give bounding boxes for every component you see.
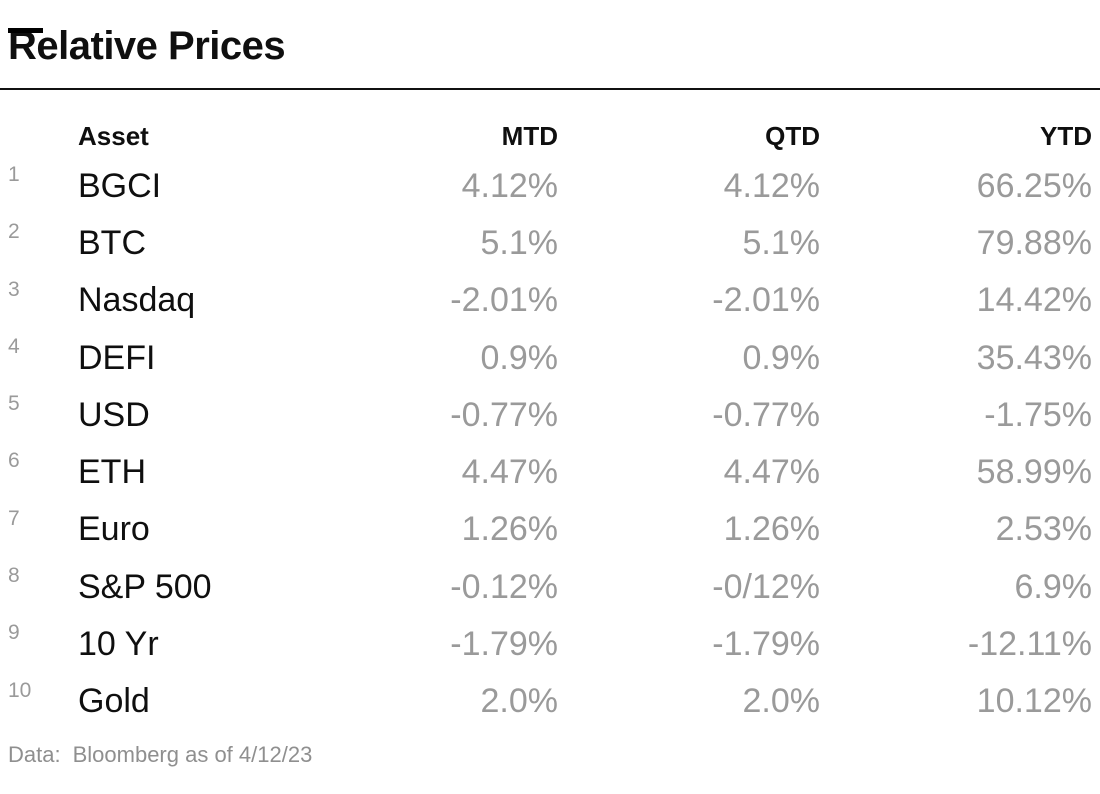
asset-name: Gold bbox=[78, 682, 150, 721]
row-rank: 7 bbox=[8, 506, 20, 530]
ytd-value: 35.43% bbox=[976, 338, 1092, 377]
qtd-value: 1.26% bbox=[723, 510, 820, 549]
row-rank: 3 bbox=[8, 277, 20, 301]
asset-name: 10 Yr bbox=[78, 625, 159, 664]
asset-name: USD bbox=[78, 395, 150, 434]
table-row: 9 10 Yr -1.79% -1.79% -12.11% bbox=[0, 615, 1100, 672]
row-rank: 4 bbox=[8, 334, 20, 358]
source-text: Bloomberg as of 4/12/23 bbox=[72, 741, 313, 767]
relative-prices-card: Relative Prices Asset MTD QTD YTD 1 BGCI… bbox=[0, 26, 1100, 794]
qtd-value: 2.0% bbox=[742, 682, 821, 721]
title-divider bbox=[0, 88, 1100, 90]
ytd-value: 6.9% bbox=[1014, 567, 1093, 606]
ytd-value: -1.75% bbox=[984, 395, 1092, 434]
qtd-value: -0/12% bbox=[712, 567, 820, 606]
table-header-row: Asset MTD QTD YTD bbox=[0, 90, 1100, 157]
table-row: 2 BTC 5.1% 5.1% 79.88% bbox=[0, 214, 1100, 271]
source-label: Data: bbox=[8, 741, 61, 767]
ytd-value: 79.88% bbox=[976, 223, 1092, 262]
table-row: 6 ETH 4.47% 4.47% 58.99% bbox=[0, 443, 1100, 500]
qtd-value: -2.01% bbox=[712, 281, 820, 320]
row-rank: 5 bbox=[8, 392, 20, 416]
brand-dash-mark bbox=[8, 28, 43, 33]
ytd-value: 14.42% bbox=[976, 281, 1092, 320]
asset-name: BTC bbox=[78, 223, 146, 262]
qtd-value: 0.9% bbox=[742, 338, 821, 377]
ytd-value: 2.53% bbox=[995, 510, 1092, 549]
row-rank: 6 bbox=[8, 449, 20, 473]
table-row: 3 Nasdaq -2.01% -2.01% 14.42% bbox=[0, 272, 1100, 329]
page-title: Relative Prices bbox=[8, 24, 286, 68]
ytd-value: 10.12% bbox=[976, 682, 1092, 721]
ytd-value: 58.99% bbox=[976, 453, 1092, 492]
row-rank: 10 bbox=[8, 678, 32, 702]
asset-name: DEFI bbox=[78, 338, 156, 377]
table-row: 10 Gold 2.0% 2.0% 10.12% bbox=[0, 673, 1100, 730]
table-row: 5 USD -0.77% -0.77% -1.75% bbox=[0, 386, 1100, 443]
asset-name: Nasdaq bbox=[78, 281, 196, 320]
asset-name: S&P 500 bbox=[78, 567, 212, 606]
asset-name: Euro bbox=[78, 510, 150, 549]
mtd-value: -2.01% bbox=[450, 281, 558, 320]
table-row: 7 Euro 1.26% 1.26% 2.53% bbox=[0, 501, 1100, 558]
row-rank: 9 bbox=[8, 621, 20, 645]
asset-name: BGCI bbox=[78, 166, 162, 205]
column-header-mtd: MTD bbox=[501, 121, 558, 151]
mtd-value: -0.12% bbox=[450, 567, 558, 606]
column-header-qtd: QTD bbox=[765, 121, 820, 151]
row-rank: 2 bbox=[8, 220, 20, 244]
mtd-value: 4.47% bbox=[461, 453, 558, 492]
source-note: Data: Bloomberg as of 4/12/23 bbox=[0, 741, 1100, 767]
qtd-value: 5.1% bbox=[742, 223, 821, 262]
qtd-value: 4.47% bbox=[723, 453, 820, 492]
table-row: 8 S&P 500 -0.12% -0/12% 6.9% bbox=[0, 558, 1100, 615]
qtd-value: 4.12% bbox=[723, 166, 820, 205]
table-row: 1 BGCI 4.12% 4.12% 66.25% bbox=[0, 157, 1100, 214]
ytd-value: -12.11% bbox=[967, 625, 1092, 664]
mtd-value: 2.0% bbox=[480, 682, 559, 721]
mtd-value: 5.1% bbox=[480, 223, 559, 262]
row-rank: 8 bbox=[8, 564, 20, 588]
qtd-value: -1.79% bbox=[712, 625, 820, 664]
mtd-value: 0.9% bbox=[480, 338, 559, 377]
mtd-value: -0.77% bbox=[450, 395, 558, 434]
column-header-asset: Asset bbox=[78, 121, 149, 151]
column-header-ytd: YTD bbox=[1040, 121, 1092, 151]
table-row: 4 DEFI 0.9% 0.9% 35.43% bbox=[0, 329, 1100, 386]
row-rank: 1 bbox=[8, 163, 20, 186]
mtd-value: 1.26% bbox=[461, 510, 558, 549]
asset-name: ETH bbox=[78, 453, 146, 492]
qtd-value: -0.77% bbox=[712, 395, 820, 434]
mtd-value: 4.12% bbox=[461, 166, 558, 205]
ytd-value: 66.25% bbox=[976, 166, 1092, 205]
mtd-value: -1.79% bbox=[450, 625, 558, 664]
